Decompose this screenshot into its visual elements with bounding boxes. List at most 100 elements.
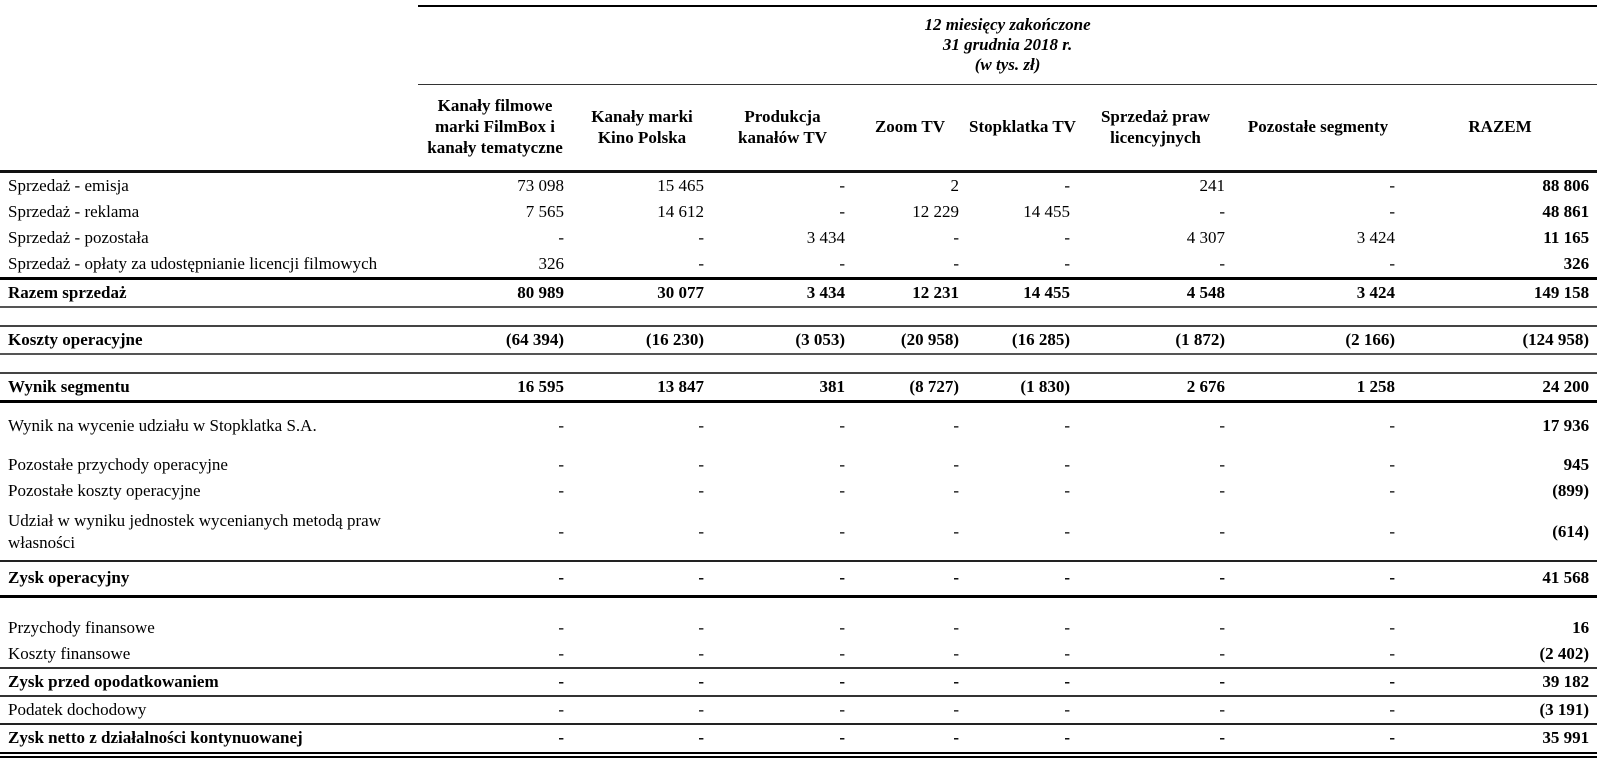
cell: - [1078, 696, 1233, 725]
cell: 30 077 [572, 277, 712, 308]
cell: 14 455 [967, 277, 1078, 308]
cell: (1 830) [967, 372, 1078, 403]
table-row: Pozostałe przychody operacyjne - - - - - - - 945 [0, 449, 1597, 478]
row-label: Zysk operacyjny [0, 560, 418, 598]
cell: 14 612 [657, 202, 704, 221]
cell: 3 424 [1233, 277, 1403, 308]
cell: 16 [1572, 618, 1590, 637]
cell: - [1219, 481, 1225, 500]
cell: (1 872) [1078, 325, 1233, 355]
cell: - [1389, 644, 1395, 663]
row-label: Razem sprzedaż [0, 277, 418, 308]
cell: - [712, 724, 853, 758]
table-row: Koszty operacyjne (64 394) (16 230) (3 053)… [0, 325, 1597, 355]
cell: - [418, 696, 572, 725]
cell: - [853, 696, 967, 725]
cell: 17 936 [1542, 416, 1590, 435]
cell: - [953, 228, 959, 247]
cell: 14 455 [1023, 202, 1070, 221]
cell: - [1219, 202, 1225, 221]
cell: 381 [712, 372, 853, 403]
cell: - [698, 254, 704, 273]
cell: - [1064, 481, 1070, 500]
cell: 4 548 [1078, 277, 1233, 308]
cell: - [1389, 455, 1395, 474]
cell: - [1233, 696, 1403, 725]
segment-report-table: 12 miesięcy zakończone 31 grudnia 2018 r… [0, 5, 1597, 758]
row-label: Sprzedaż - emisja [8, 176, 129, 195]
cell: - [1389, 416, 1395, 435]
cell: - [418, 667, 572, 697]
cell: - [839, 254, 845, 273]
cell: - [1078, 724, 1233, 758]
spacer-cell [0, 597, 1597, 616]
row-label: Podatek dochodowy [0, 696, 418, 725]
cell: 39 182 [1403, 667, 1597, 697]
cell: - [1064, 522, 1070, 541]
cell: 945 [1563, 455, 1590, 474]
cell: 88 806 [1542, 176, 1590, 195]
cell: - [1219, 455, 1225, 474]
cell: 7 565 [525, 202, 564, 221]
cell: - [839, 416, 845, 435]
cell: - [712, 667, 853, 697]
cell: - [953, 481, 959, 500]
table-row: Razem sprzedaż 80 989 30 077 3 434 12 231 14 … [0, 277, 1597, 308]
cell: - [953, 618, 959, 637]
cell: - [558, 228, 564, 247]
period-line-1: 12 miesięcy zakończone [924, 15, 1091, 34]
cell: - [1219, 254, 1225, 273]
table-row: Zysk operacyjny - - - - - - -41 568 [0, 560, 1597, 598]
cell: - [1219, 618, 1225, 637]
table-row: Przychody finansowe - - - - - - - 16 [0, 615, 1597, 641]
cell: - [953, 644, 959, 663]
cell: - [1064, 176, 1070, 195]
column-header: RAZEM [1403, 84, 1597, 173]
cell: (2 402) [1539, 644, 1590, 663]
row-label: Wynik na wycenie udziału w Stopklatka S.… [8, 416, 317, 435]
cell: - [1064, 254, 1070, 273]
cell: 13 847 [572, 372, 712, 403]
period-line-2: 31 grudnia 2018 r. [942, 35, 1073, 54]
spacer-row [0, 307, 1597, 326]
cell: 149 158 [1403, 277, 1597, 308]
period-header-row: 12 miesięcy zakończone 31 grudnia 2018 r… [0, 5, 1597, 85]
cell: - [698, 481, 704, 500]
table-row: Sprzedaż - reklama 7 565 14 612 - 12 229 14 4… [0, 199, 1597, 225]
row-label: Sprzedaż - opłaty za udostępnianie licen… [8, 254, 378, 273]
cell: 80 989 [418, 277, 572, 308]
table-row: Zysk netto z działalności kontynuowanej -… [0, 724, 1597, 758]
row-label: Pozostałe przychody operacyjne [8, 455, 228, 474]
row-label: Udział w wyniku jednostek wycenianych me… [8, 511, 381, 552]
cell: 241 [1199, 176, 1226, 195]
cell: - [953, 455, 959, 474]
row-label: Zysk netto z działalności kontynuowanej [0, 724, 418, 758]
cell: (16 230) [572, 325, 712, 355]
cell: - [967, 696, 1078, 725]
column-header: Stopklatka TV [967, 84, 1078, 173]
table-row: Sprzedaż - pozostała - - 3 434 - - 4 307 3 424 1… [0, 225, 1597, 251]
table-row: Wynik na wycenie udziału w Stopklatka S.… [0, 402, 1597, 450]
cell: 16 595 [418, 372, 572, 403]
cell: - [1233, 667, 1403, 697]
cell: - [558, 522, 564, 541]
column-header: Sprzedaż praw licencyjnych [1078, 84, 1233, 173]
cell: - [839, 455, 845, 474]
cell: - [698, 522, 704, 541]
row-label: Pozostałe koszty operacyjne [8, 481, 201, 500]
corner-spacer [0, 6, 418, 85]
cell: (16 285) [967, 325, 1078, 355]
cell: - [967, 724, 1078, 758]
row-label: Koszty finansowe [8, 644, 131, 663]
cell: - [1389, 202, 1395, 221]
period-line-3: (w tys. zł) [974, 55, 1041, 74]
cell: (124 958) [1403, 325, 1597, 355]
cell: - [1064, 618, 1070, 637]
cell: - [1233, 560, 1403, 598]
cell: - [698, 455, 704, 474]
cell: - [558, 644, 564, 663]
cell: 11 165 [1543, 228, 1590, 247]
cell: - [698, 416, 704, 435]
cell: - [953, 416, 959, 435]
cell: - [839, 618, 845, 637]
